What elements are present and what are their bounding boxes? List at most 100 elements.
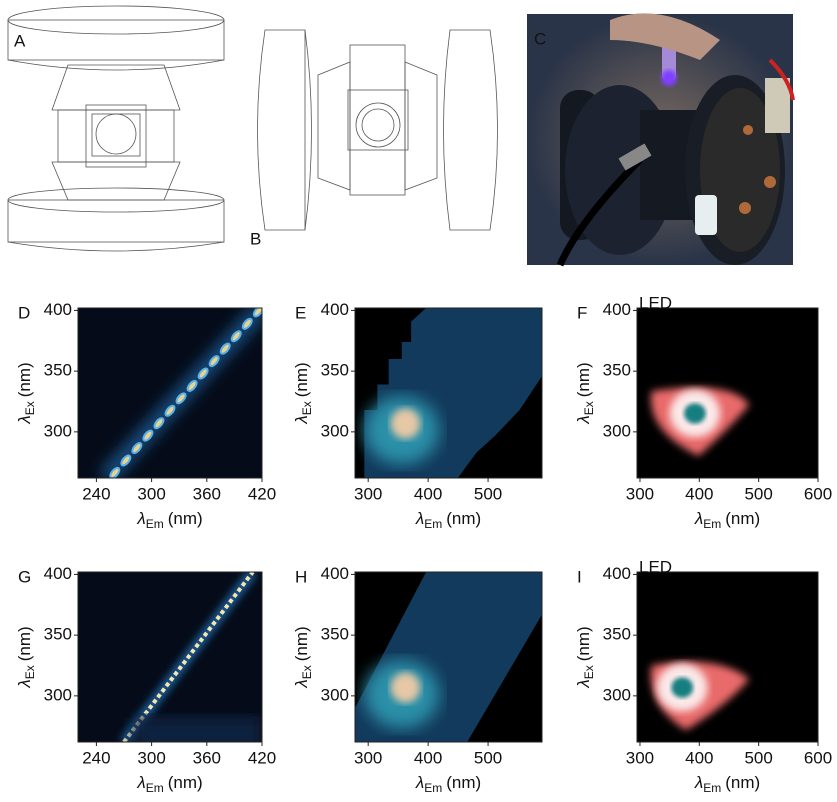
x-tick-label: 600 bbox=[804, 484, 832, 503]
x-tick-label: 400 bbox=[685, 748, 713, 767]
axis-unit: (nm) bbox=[292, 362, 311, 397]
axis-label: λEm (nm) bbox=[415, 509, 481, 531]
axis-symbol: λ bbox=[694, 509, 703, 528]
axis-symbol: λ bbox=[15, 679, 34, 688]
axis-symbol: λ bbox=[292, 415, 311, 424]
axis-subscript: Em bbox=[424, 517, 442, 531]
photo-c bbox=[527, 13, 795, 267]
axis-unit: (nm) bbox=[446, 773, 481, 792]
panel-label: E bbox=[295, 303, 306, 322]
y-tick-label: 300 bbox=[321, 685, 349, 704]
y-tick-label: 400 bbox=[603, 564, 631, 583]
plot-frame bbox=[77, 307, 263, 479]
note: LED bbox=[639, 557, 672, 576]
heatmap bbox=[355, 572, 542, 742]
axis-symbol: λ bbox=[292, 679, 311, 688]
note: LED bbox=[639, 293, 672, 312]
x-tick-label: 300 bbox=[626, 484, 654, 503]
axis-subscript: Ex bbox=[23, 401, 37, 415]
x-tick-label: 600 bbox=[804, 748, 832, 767]
x-tick-label: 300 bbox=[354, 484, 382, 503]
plot-frame bbox=[354, 571, 543, 743]
panel-label: G bbox=[18, 567, 31, 586]
panel-label: D bbox=[18, 303, 30, 322]
axis-symbol: λ bbox=[574, 415, 593, 424]
heatmap-bg bbox=[637, 572, 818, 742]
panel-label: C bbox=[534, 29, 546, 48]
axis-symbol: λ bbox=[574, 679, 593, 688]
axis-label: λEx (nm) bbox=[292, 362, 314, 424]
heatmap bbox=[78, 308, 262, 478]
axis-symbol: λ bbox=[415, 773, 424, 792]
x-tick-label: 500 bbox=[744, 484, 772, 503]
heatmap bbox=[637, 572, 818, 742]
axis-unit: (nm) bbox=[15, 362, 34, 397]
peak bbox=[109, 466, 121, 478]
axis-label: λEm (nm) bbox=[694, 773, 760, 795]
peak bbox=[390, 672, 421, 703]
axis-unit: (nm) bbox=[574, 626, 593, 661]
x-tick-label: 300 bbox=[137, 484, 165, 503]
axis-subscript: Ex bbox=[300, 665, 314, 679]
peak bbox=[197, 367, 209, 380]
axis-symbol: λ bbox=[415, 509, 424, 528]
panel-label: B bbox=[250, 229, 261, 248]
axis-label: λEx (nm) bbox=[15, 362, 37, 424]
x-tick-label: 240 bbox=[82, 484, 110, 503]
x-tick-label: 240 bbox=[82, 748, 110, 767]
plot-frame bbox=[636, 307, 819, 479]
plot-frame bbox=[354, 307, 543, 479]
peak bbox=[175, 392, 187, 405]
peak bbox=[230, 330, 242, 343]
plot-frame bbox=[636, 571, 819, 743]
y-tick-label: 350 bbox=[44, 361, 72, 380]
axis-label: λEm (nm) bbox=[694, 509, 760, 531]
axis-label: λEx (nm) bbox=[292, 626, 314, 688]
axis-subscript: Ex bbox=[300, 401, 314, 415]
x-tick-label: 400 bbox=[414, 484, 442, 503]
axis-unit: (nm) bbox=[725, 509, 760, 528]
y-tick-label: 350 bbox=[603, 361, 631, 380]
axis-label: λEx (nm) bbox=[574, 626, 596, 688]
axis-subscript: Em bbox=[703, 517, 721, 531]
axis-symbol: λ bbox=[15, 415, 34, 424]
panel-label: F bbox=[577, 303, 587, 322]
y-tick-label: 300 bbox=[44, 685, 72, 704]
panel-label: A bbox=[14, 31, 26, 50]
axis-symbol: λ bbox=[136, 773, 145, 792]
axis-symbol: λ bbox=[136, 509, 145, 528]
axis-label: λEm (nm) bbox=[415, 773, 481, 795]
heatmap bbox=[355, 308, 542, 478]
x-tick-label: 360 bbox=[193, 748, 221, 767]
y-tick-label: 400 bbox=[321, 564, 349, 583]
peak bbox=[120, 454, 132, 467]
x-tick-label: 300 bbox=[137, 748, 165, 767]
peak bbox=[252, 308, 262, 318]
y-tick-label: 300 bbox=[603, 421, 631, 440]
axis-unit: (nm) bbox=[446, 509, 481, 528]
peak bbox=[208, 355, 220, 368]
peak bbox=[390, 408, 421, 439]
peak bbox=[164, 404, 176, 417]
peak bbox=[219, 342, 231, 355]
axis-subscript: Ex bbox=[582, 665, 596, 679]
heatmap bbox=[78, 572, 262, 742]
axis-label: λEm (nm) bbox=[136, 773, 202, 795]
axis-unit: (nm) bbox=[168, 509, 203, 528]
panel-label: H bbox=[295, 567, 307, 586]
axis-unit: (nm) bbox=[574, 362, 593, 397]
y-tick-label: 300 bbox=[44, 421, 72, 440]
emission-peak bbox=[684, 403, 706, 424]
x-tick-label: 500 bbox=[744, 748, 772, 767]
axis-subscript: Ex bbox=[582, 401, 596, 415]
axis-subscript: Em bbox=[146, 517, 164, 531]
emission-peak bbox=[671, 677, 694, 698]
peak bbox=[186, 379, 198, 392]
axis-label: λEx (nm) bbox=[15, 626, 37, 688]
peak bbox=[142, 429, 154, 442]
axis-subscript: Ex bbox=[23, 665, 37, 679]
axis-label: λEm (nm) bbox=[136, 509, 202, 531]
y-tick-label: 350 bbox=[603, 625, 631, 644]
x-tick-label: 420 bbox=[248, 748, 276, 767]
